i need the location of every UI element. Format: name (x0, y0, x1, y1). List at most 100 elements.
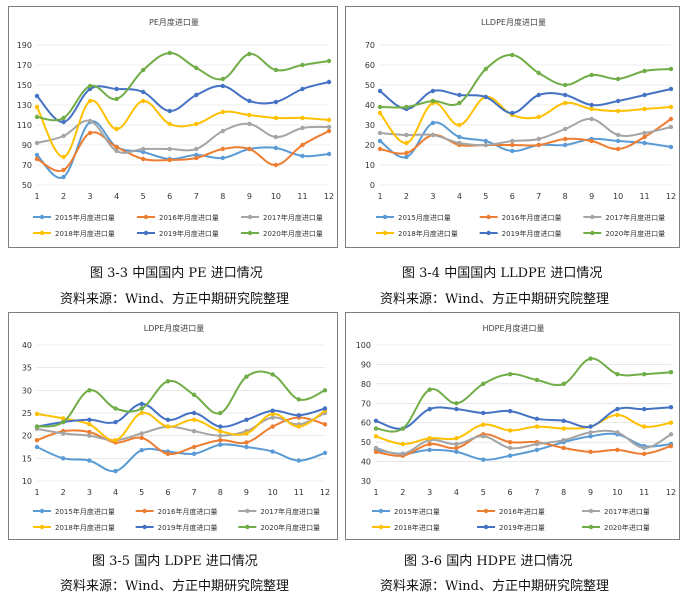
data-point (615, 430, 620, 435)
data-point (300, 62, 305, 68)
legend-marker (245, 524, 250, 530)
data-point (167, 146, 172, 152)
data-point (60, 456, 66, 461)
legend-label: 2017年月度进口量 (605, 213, 665, 222)
chart-title: HDPE月度进口量 (482, 323, 544, 333)
data-point (87, 130, 93, 136)
data-point (273, 67, 279, 73)
y-tick-label: 30 (361, 477, 371, 486)
legend-label: 2016年进口量 (499, 507, 545, 516)
data-point (34, 156, 40, 162)
series-line (36, 402, 326, 428)
legend-label: 2018年月度进口量 (55, 229, 115, 238)
y-tick-label: 70 (361, 399, 371, 408)
legend-marker (588, 508, 594, 514)
y-tick-label: 40 (365, 101, 375, 110)
legend-marker (382, 230, 388, 236)
data-point (300, 142, 305, 148)
x-tick-label: 8 (218, 488, 223, 497)
data-point (218, 433, 223, 438)
data-point (400, 451, 406, 456)
legend-marker (590, 214, 595, 220)
data-point (562, 136, 568, 142)
data-point (270, 372, 275, 377)
chart-title: LLDPE月度进口量 (481, 17, 546, 27)
data-point (194, 155, 199, 161)
series-line (36, 81, 330, 123)
data-point (536, 114, 541, 120)
data-point (454, 436, 459, 441)
data-point (615, 98, 621, 104)
data-point (668, 420, 674, 425)
figure-source-lldpe: 资料来源：Wind、方正中期研究院整理 (380, 292, 609, 307)
chart-panel-hdpe: HDPE月度进口量 30 40 50 60 70 80 90 100 1 2 3 4 5 6 7 8 9 10 11 1… (345, 312, 680, 540)
data-point (300, 115, 305, 121)
data-point (220, 155, 226, 161)
data-point (34, 93, 40, 99)
y-tick-label: 30 (22, 386, 32, 395)
y-tick-label: 35 (22, 364, 32, 373)
y-tick-label: 30 (365, 121, 375, 130)
data-point (481, 457, 486, 462)
data-point (562, 142, 568, 148)
data-point (615, 447, 620, 453)
data-point (377, 146, 383, 152)
data-point (400, 441, 406, 447)
data-point (167, 108, 172, 114)
data-point (642, 106, 647, 112)
data-point (34, 114, 40, 120)
data-point (615, 406, 620, 412)
data-point (61, 133, 66, 139)
data-point (244, 417, 249, 422)
y-tick-label: 90 (361, 360, 371, 369)
data-point (139, 447, 144, 453)
data-point (322, 450, 328, 456)
data-point (404, 150, 409, 156)
x-tick-label: 1 (34, 192, 39, 201)
y-tick-label: 110 (17, 121, 32, 130)
x-tick-label: 5 (481, 488, 486, 497)
x-tick-label: 4 (114, 192, 119, 201)
data-point (507, 453, 513, 458)
x-tick-label: 6 (167, 192, 172, 201)
data-point (220, 146, 226, 152)
data-point (322, 388, 328, 393)
data-point (615, 132, 621, 138)
data-point (61, 174, 66, 180)
data-point (430, 88, 436, 94)
data-point (220, 128, 226, 134)
data-point (404, 140, 409, 146)
data-point (615, 146, 621, 152)
data-point (400, 426, 406, 431)
legend-label: 2020年进口量 (604, 523, 650, 532)
y-tick-label: 40 (361, 458, 371, 467)
data-point (326, 79, 332, 85)
data-point (534, 377, 540, 383)
legend-label: 2016年月度进口量 (502, 213, 562, 222)
legend-marker (486, 230, 491, 236)
data-point (430, 120, 436, 126)
x-tick-label: 9 (588, 488, 593, 497)
legend-marker (143, 214, 149, 220)
data-point (247, 146, 252, 152)
x-tick-label: 6 (508, 488, 513, 497)
series-line (379, 117, 672, 147)
data-point (140, 67, 146, 73)
data-point (377, 138, 383, 144)
data-point (641, 451, 647, 456)
series-line (36, 409, 326, 442)
series-line (36, 119, 330, 154)
x-tick-label: 7 (194, 192, 199, 201)
data-point (114, 144, 119, 150)
data-point (561, 438, 566, 443)
data-point (270, 449, 275, 454)
data-point (454, 445, 459, 451)
data-point (534, 416, 540, 422)
data-point (191, 417, 197, 422)
data-point (615, 412, 620, 418)
data-point (114, 96, 119, 102)
x-tick-label: 3 (87, 488, 92, 497)
y-tick-label: 10 (22, 477, 32, 486)
data-point (483, 66, 489, 72)
